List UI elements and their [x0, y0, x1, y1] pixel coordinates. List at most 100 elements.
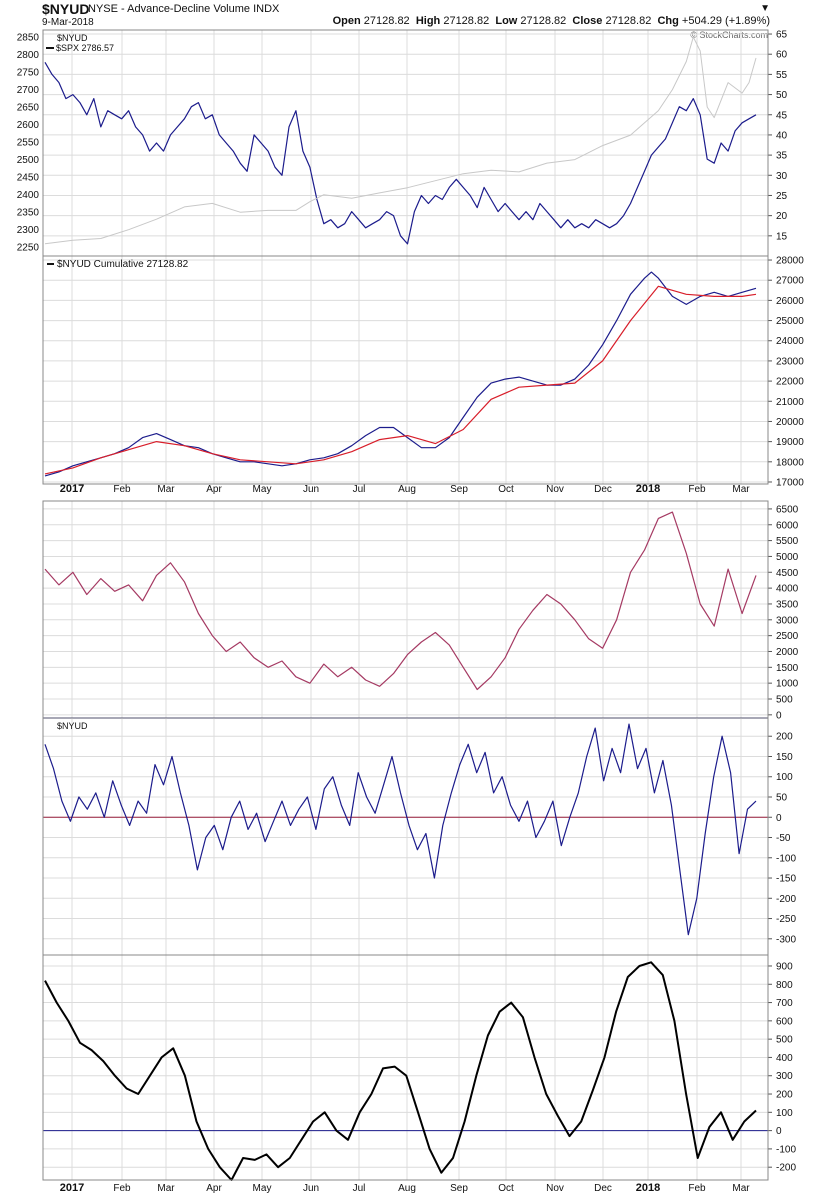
x-axis-label: Mar — [157, 1183, 175, 1194]
x-axis-label: Feb — [113, 484, 131, 495]
x-axis-label: Jun — [303, 1183, 319, 1194]
left-axis-tick-label: 2300 — [17, 225, 40, 236]
right-axis-tick-label: 300 — [776, 1071, 793, 1082]
right-axis-tick-label: 50 — [776, 793, 788, 804]
x-axis-label: Feb — [113, 1183, 131, 1194]
right-axis-tick-label: 50 — [776, 90, 788, 101]
right-axis-tick-label: 18000 — [776, 457, 804, 468]
x-axis-label: Feb — [688, 1183, 706, 1194]
right-axis-tick-label: 500 — [776, 694, 793, 705]
right-axis-tick-label: 4500 — [776, 568, 799, 579]
series-line-nyud-cumulative — [44, 271, 757, 477]
right-axis-tick-label: 2000 — [776, 647, 799, 658]
x-axis-label: Feb — [688, 484, 706, 495]
right-axis-tick-label: 45 — [776, 110, 788, 121]
right-axis-tick-label: -300 — [776, 934, 796, 945]
right-axis-tick-label: 22000 — [776, 377, 804, 388]
ohlc-readout: Open 27128.82 High 27128.82 Low 27128.82… — [333, 15, 770, 27]
x-axis-label: Aug — [398, 1183, 416, 1194]
chart-date: 9-Mar-2018 — [42, 17, 94, 28]
right-axis-tick-label: 3000 — [776, 615, 799, 626]
right-axis-tick-label: 400 — [776, 1053, 793, 1064]
right-axis-tick-label: -250 — [776, 914, 796, 925]
right-axis-tick-label: 5500 — [776, 536, 799, 547]
legend-entry: $SPX 2786.57 — [56, 43, 114, 53]
panel-frame — [42, 500, 769, 719]
x-axis-label: Aug — [398, 484, 416, 495]
open-value: 27128.82 — [363, 15, 410, 27]
right-axis-tick-label: 5000 — [776, 552, 799, 563]
right-axis-tick-label: 200 — [776, 732, 793, 743]
chg-label: Chg — [657, 15, 679, 27]
right-axis-tick-label: 100 — [776, 772, 793, 783]
right-axis-tick-label: 60 — [776, 50, 788, 61]
legend-entry: $NYUD Cumulative 27128.82 — [57, 259, 189, 270]
panel-frame — [42, 29, 769, 257]
series-line-moving-average — [44, 285, 757, 475]
close-label: Close — [572, 15, 603, 27]
x-axis-label: 2017 — [60, 1182, 84, 1194]
close-value: 27128.82 — [605, 15, 652, 27]
right-axis-tick-label: 800 — [776, 980, 793, 991]
x-axis-label: Apr — [206, 1183, 222, 1194]
right-axis-tick-label: 40 — [776, 130, 788, 141]
left-axis-tick-label: 2550 — [17, 138, 40, 149]
x-axis-label: Dec — [594, 484, 612, 495]
right-axis-tick-label: 6000 — [776, 520, 799, 531]
right-axis-tick-label: -150 — [776, 874, 796, 885]
right-axis-tick-label: -50 — [776, 833, 791, 844]
panel-frame — [42, 954, 769, 1181]
x-axis-label: Oct — [498, 484, 514, 495]
chart-header: $NYUD NYSE - Advance-Decline Volume INDX… — [0, 0, 820, 30]
panel-frame — [42, 255, 769, 485]
right-axis-tick-label: 6500 — [776, 504, 799, 515]
left-axis-tick-label: 2700 — [17, 85, 40, 96]
left-axis-tick-label: 2750 — [17, 68, 40, 79]
series-line-nyud — [44, 61, 757, 245]
chg-value: +504.29 (+1.89%) — [681, 15, 770, 27]
right-axis-tick-label: 25000 — [776, 316, 804, 327]
symbol-title: $NYUD — [42, 1, 90, 17]
legend-entry: $NYUD — [57, 33, 88, 43]
right-axis-tick-label: 35 — [776, 151, 788, 162]
series-line-oscillator — [44, 511, 757, 691]
legend-entry: $NYUD — [57, 721, 88, 731]
open-label: Open — [332, 15, 361, 27]
right-axis-tick-label: 1500 — [776, 663, 799, 674]
right-axis-tick-label: 15 — [776, 231, 788, 242]
x-axis-label: Jun — [303, 484, 319, 495]
right-axis-tick-label: 150 — [776, 752, 793, 763]
right-axis-tick-label: 600 — [776, 1016, 793, 1027]
right-axis-tick-label: 500 — [776, 1035, 793, 1046]
right-axis-tick-label: -200 — [776, 1163, 796, 1174]
x-axis-label: May — [253, 484, 272, 495]
x-axis-label: May — [253, 1183, 272, 1194]
left-axis-tick-label: 2250 — [17, 243, 40, 254]
series-line-spx — [44, 36, 757, 245]
x-axis-label: 2018 — [636, 483, 660, 495]
right-axis-tick-label: 28000 — [776, 256, 804, 267]
left-axis-tick-label: 2800 — [17, 50, 40, 61]
collapse-toggle-icon[interactable]: ▼ — [760, 3, 770, 14]
low-value: 27128.82 — [520, 15, 567, 27]
x-axis-label: 2018 — [636, 1182, 660, 1194]
right-axis-tick-label: 1000 — [776, 679, 799, 690]
x-axis-label: Mar — [732, 1183, 750, 1194]
right-axis-tick-label: 3500 — [776, 599, 799, 610]
right-axis-tick-label: 900 — [776, 961, 793, 972]
right-axis-tick-label: 0 — [776, 1126, 782, 1137]
series-line-smoothed — [44, 961, 757, 1181]
high-label: High — [415, 15, 441, 27]
low-label: Low — [495, 15, 518, 27]
right-axis-tick-label: 20000 — [776, 417, 804, 428]
x-axis-label: Jul — [353, 484, 366, 495]
right-axis-tick-label: 24000 — [776, 336, 804, 347]
x-axis-label: Mar — [157, 484, 175, 495]
right-axis-tick-label: 55 — [776, 70, 788, 81]
right-axis-tick-label: 21000 — [776, 397, 804, 408]
right-axis-tick-label: 2500 — [776, 631, 799, 642]
series-line-nyud — [44, 723, 757, 936]
x-axis-label: Dec — [594, 1183, 612, 1194]
high-value: 27128.82 — [443, 15, 490, 27]
